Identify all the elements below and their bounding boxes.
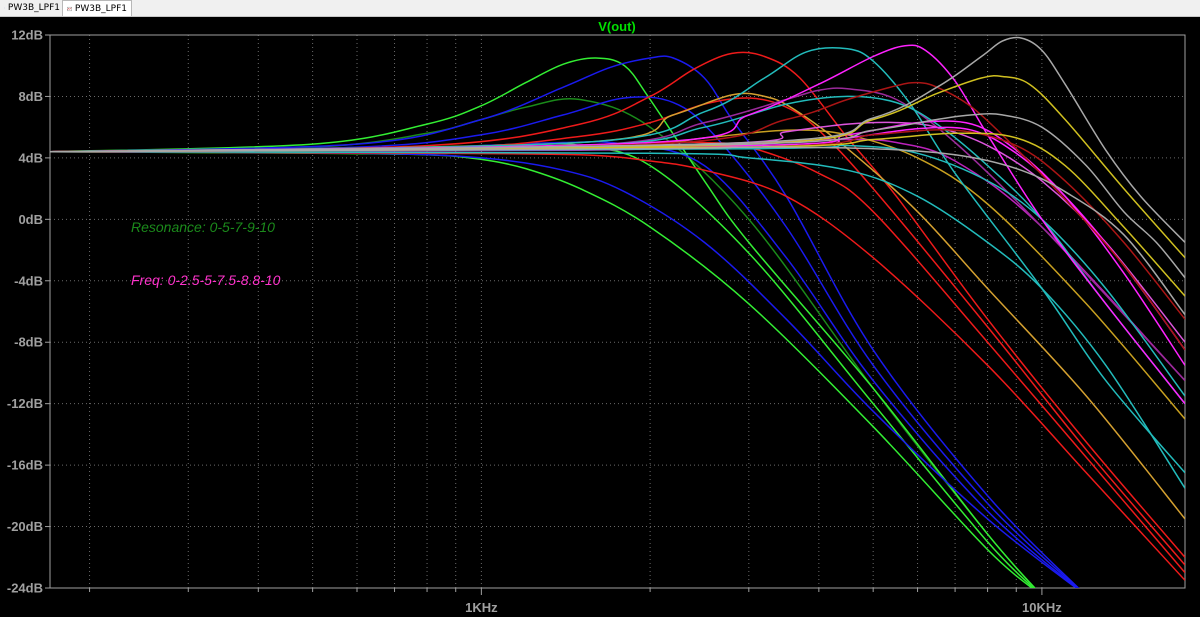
series-line-7[interactable] [50,96,1086,596]
resonance-annotation: Resonance: 0-5-7-9-10 [131,219,275,235]
tab-waveform[interactable]: PW3B_LPF1 [62,0,132,16]
y-tick-label: -24dB [7,581,43,596]
series-line-30[interactable] [50,113,1185,279]
tab-label: PW3B_LPF1 [74,3,127,14]
bode-chart[interactable]: 1KHz 10KHz 12dB 8dB 4dB 0dB -4dB -8dB -12dB -16dB… [0,17,1200,617]
x-tick-label: 1KHz [465,600,498,615]
y-tick-label: -20dB [7,519,43,534]
y-tick-label: -16dB [7,458,43,473]
plot-area[interactable]: 1KHz 10KHz 12dB 8dB 4dB 0dB -4dB -8dB -12dB -16dB… [0,17,1200,617]
x-tick-label: 10KHz [1022,600,1062,615]
freq-annotation: Freq: 0-2.5-5-7.5-8.8-10 [131,272,281,288]
series-line-4[interactable] [50,57,1042,596]
series-line-31[interactable] [50,146,1185,316]
series-line-8[interactable] [50,55,1086,596]
waveform-icon [67,6,72,11]
y-tick-label: 4dB [18,150,43,165]
series-line-19[interactable] [50,47,1185,474]
series-line-9[interactable] [50,150,1185,581]
y-tick-label: 0dB [18,212,43,227]
chart-title: V(out) [598,19,636,34]
y-tick-label: -8dB [14,335,43,350]
plot-frame [49,34,1186,589]
series-line-27[interactable] [50,75,1185,259]
tab-bar: PW3B_LPF1 PW3B_LPF1 [0,0,1200,17]
series-line-22[interactable] [50,44,1185,405]
tab-label: PW3B_LPF1 [7,2,60,13]
y-tick-label: 12dB [11,28,43,43]
series-line-21[interactable] [50,150,1185,489]
y-tick-label: 8dB [18,89,43,104]
plot-background [0,17,1200,617]
y-tick-label: -12dB [7,396,43,411]
series-line-12[interactable] [50,51,1185,558]
tab-schematic[interactable]: PW3B_LPF1 [0,0,65,15]
schematic-icon [4,7,5,8]
y-tick-label: -4dB [14,273,43,288]
